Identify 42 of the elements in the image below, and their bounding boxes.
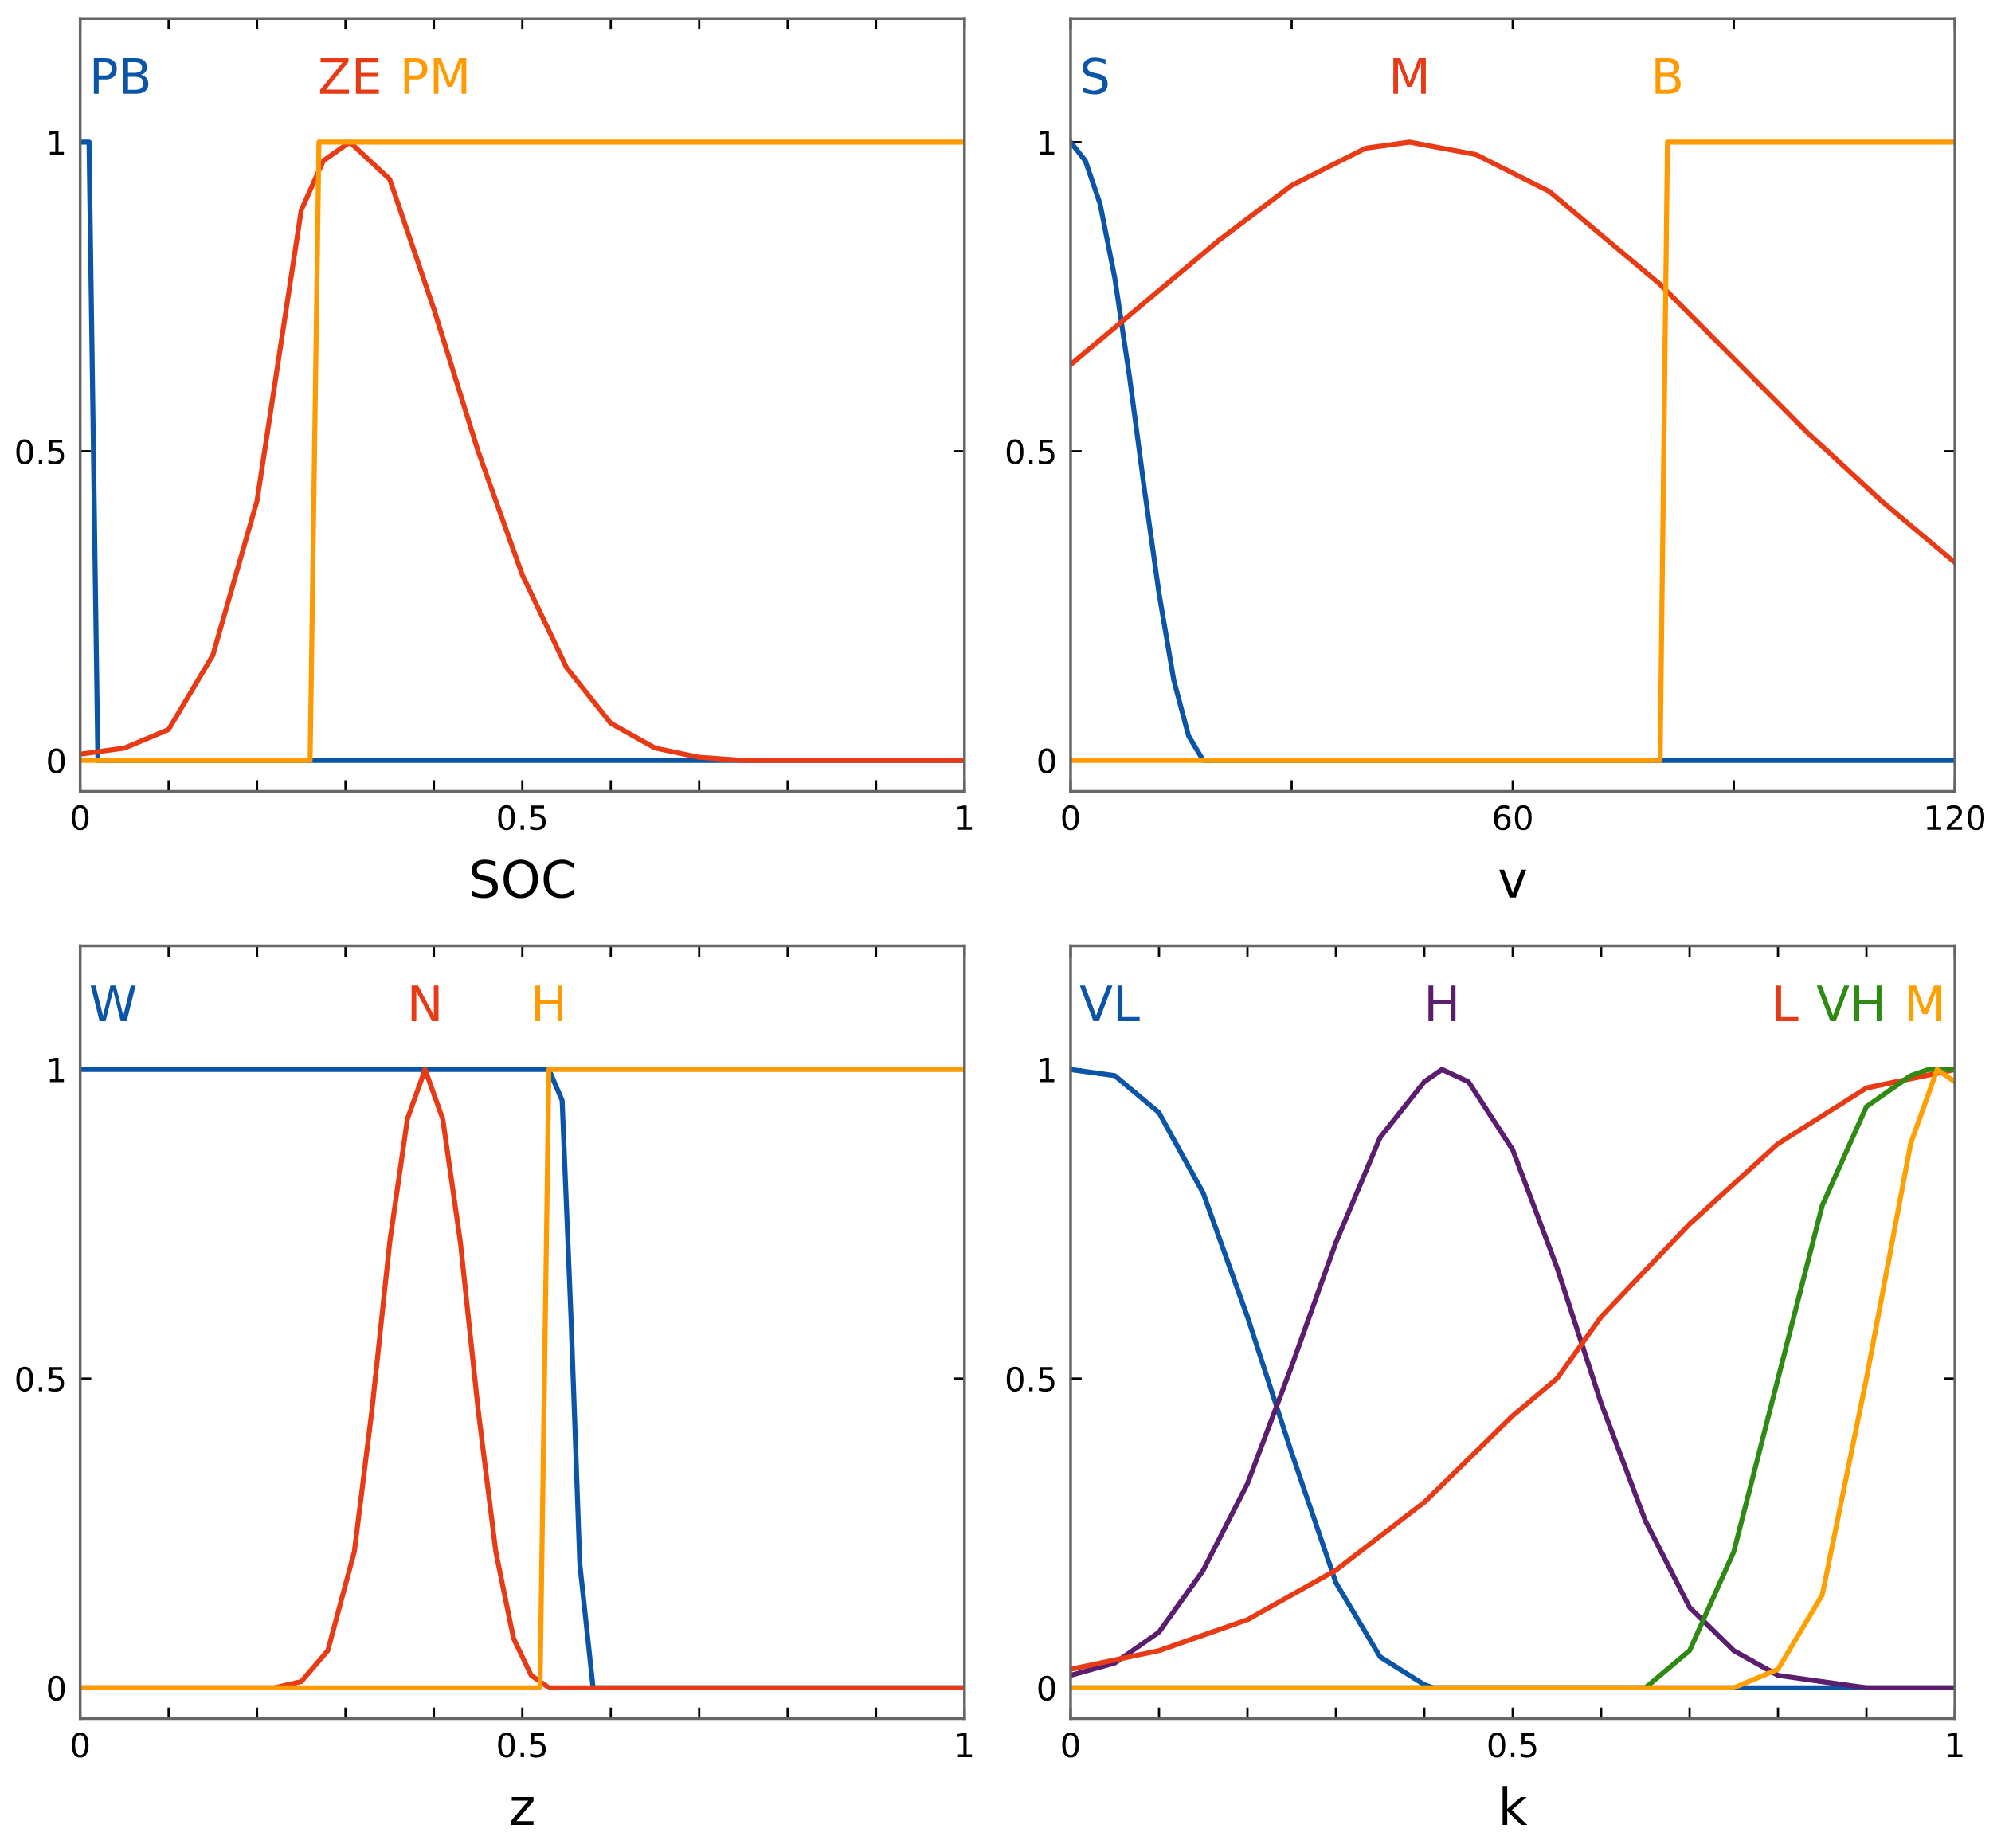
x-tick-label: 0 [1062,1732,1079,1758]
series-label: VL [1079,985,1140,1021]
x-tick-label: 0 [72,805,89,831]
y-tick-label: 1 [1040,1058,1055,1083]
x-tick-label: 0.5 [498,805,546,831]
series-label: L [1776,985,1799,1021]
y-tick-label: 1 [49,130,65,155]
series-label: B [1655,58,1681,94]
series-label: ZE [319,58,379,94]
y-tick-label: 0 [48,748,65,773]
x-tick-label: 0 [72,1732,89,1758]
x-tick-label: 1 [1948,1732,1963,1757]
x-tick-label: 0 [1062,805,1079,831]
x-tick-label: 1 [957,805,973,830]
series-label: W [90,985,136,1021]
y-tick-label: 0.5 [16,439,65,464]
x-axis-title: SOC [472,859,574,899]
x-tick-label: 60 [1494,805,1532,831]
series-label: S [1083,57,1108,95]
series-label: M [1909,985,1941,1021]
y-tick-label: 0.5 [16,1366,65,1392]
x-tick-label: 1 [957,1732,973,1757]
y-tick-label: 0 [48,1675,65,1701]
y-tick-label: 1 [49,1058,65,1083]
x-axis-title: z [511,1796,534,1825]
x-axis-title: v [1499,869,1527,898]
y-tick-label: 0.5 [1006,1366,1055,1392]
series-label: PM [404,58,467,94]
series-label: H [535,985,562,1021]
series-label: N [411,985,439,1021]
y-tick-label: 0 [1038,748,1055,773]
y-tick-label: 1 [1040,130,1055,155]
y-tick-label: 0 [1038,1675,1055,1701]
series-label: PB [93,58,149,94]
series-label: H [1428,985,1456,1021]
x-axis-title: k [1502,1786,1528,1825]
x-tick-label: 120 [1926,805,1985,831]
series-label: VH [1816,985,1882,1021]
series-label: M [1393,58,1426,94]
x-tick-label: 0.5 [1488,1732,1537,1758]
y-tick-label: 0.5 [1006,439,1055,464]
x-tick-label: 0.5 [498,1732,546,1758]
